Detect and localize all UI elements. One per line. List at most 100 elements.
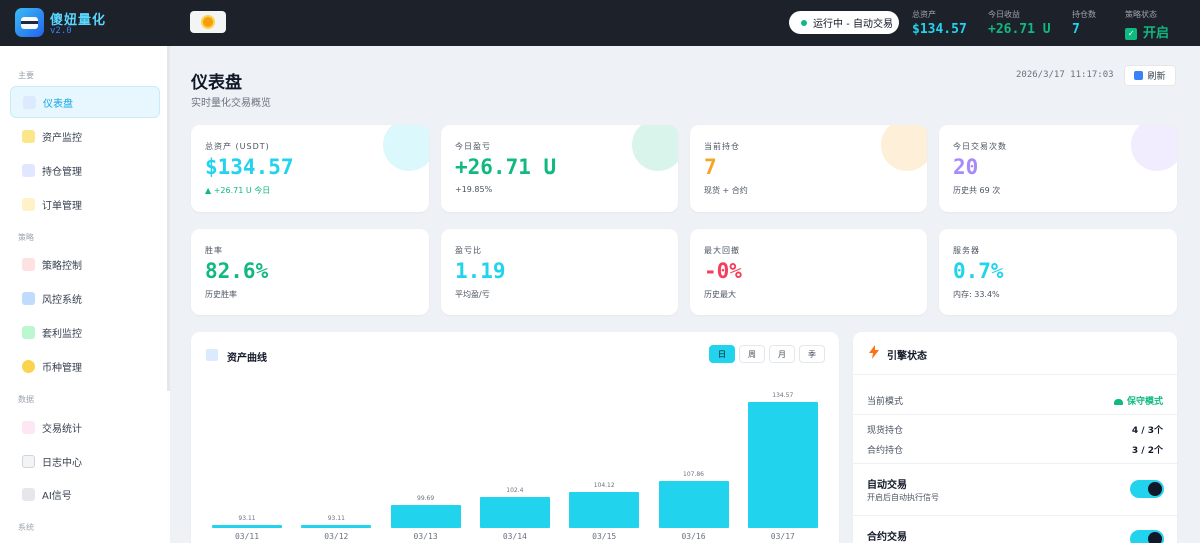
clipboard-icon (22, 197, 35, 211)
stat-today-profit: 今日收益 +26.71 U (988, 10, 1051, 37)
bar-chart-icon (23, 95, 36, 109)
sidebar-item-arbitrage[interactable]: 套利监控 (10, 316, 160, 348)
sidebar-item-dashboard[interactable]: 仪表盘 (10, 86, 160, 118)
sidebar-item-strategy-control[interactable]: 策略控制 (10, 248, 160, 280)
top-bar: 傻妞量化 v2.0 运行中 - 自动交易 总资产 $134.57 今日收益 +2… (0, 0, 1200, 46)
stat-positions: 持仓数 7 (1072, 10, 1096, 37)
total-assets-value: $134.57 (205, 155, 294, 179)
chart-bar (658, 481, 729, 528)
card-trade-count: 今日交易次数 20 历史共 69 次 (939, 125, 1177, 212)
contract-label: 合约持仓 (867, 446, 904, 456)
sidebar: 主要 仪表盘 资产监控 持仓管理 订单管理 策略 策略控制 风控系统 套利监控 … (0, 46, 170, 543)
section-title-data: 数据 (18, 395, 34, 404)
x-tick-label: 03/16 (681, 532, 706, 541)
refresh-button[interactable]: 刷新 (1124, 65, 1176, 86)
profit-ratio-value: 1.19 (455, 259, 506, 283)
x-tick-label: 03/17 (770, 532, 795, 541)
theme-toggle-button[interactable] (190, 11, 226, 33)
sun-icon (203, 17, 213, 27)
asset-curve-title: 资产曲线 (227, 353, 267, 364)
auto-trade-toggle[interactable] (1130, 480, 1164, 498)
chart-icon (22, 325, 35, 339)
x-tick-label: 03/14 (502, 532, 527, 541)
sidebar-item-logs[interactable]: 日志中心 (10, 445, 160, 477)
range-selector: 日 周 月 季 (709, 345, 825, 363)
max-drawdown-value: -0% (704, 259, 742, 283)
bar-value-label: 107.86 (683, 471, 704, 479)
mode-value: 保守模式 (1113, 394, 1163, 407)
document-icon (22, 454, 35, 468)
auto-trade-title: 自动交易 (867, 480, 907, 491)
sidebar-item-ai-signal[interactable]: AI信号 (10, 478, 160, 510)
stat-total-assets: 总资产 $134.57 (912, 10, 967, 37)
app-title: 傻妞量化 (50, 13, 107, 28)
positions-value: 7 (704, 155, 717, 179)
trend-chart-icon (22, 163, 35, 177)
today-pnl-value: +26.71 U (455, 155, 557, 179)
range-day-button[interactable]: 日 (709, 345, 735, 363)
x-tick-label: 03/15 (592, 532, 617, 541)
card-max-drawdown: 最大回撤 -0% 历史最大 (690, 229, 927, 315)
down-trend-icon (22, 420, 35, 434)
range-quarter-button[interactable]: 季 (799, 345, 825, 363)
chart-bar (479, 497, 550, 528)
chart-bar (569, 492, 640, 528)
check-icon: ✓ (1125, 27, 1137, 40)
contract-value: 3 / 2个 (1131, 446, 1163, 456)
bar-value-label: 93.11 (238, 514, 256, 522)
stat-strategy-status: 策略状态 ✓ 开启 (1125, 10, 1170, 41)
target-icon (22, 257, 35, 271)
sidebar-item-coins[interactable]: 币种管理 (10, 350, 160, 382)
sidebar-item-orders[interactable]: 订单管理 (10, 188, 160, 220)
sidebar-item-positions[interactable]: 持仓管理 (10, 154, 160, 186)
range-week-button[interactable]: 周 (739, 345, 765, 363)
cloud-icon (1113, 398, 1123, 405)
contract-trade-title: 合约交易 (867, 532, 907, 543)
section-title-system: 系统 (18, 523, 34, 532)
trade-count-value: 20 (953, 155, 979, 179)
contract-trade-toggle[interactable] (1130, 530, 1164, 543)
page-subtitle: 实时量化交易概览 (191, 98, 271, 109)
bar-value-label: 93.11 (327, 514, 345, 522)
win-rate-value: 82.6% (205, 259, 269, 283)
range-month-button[interactable]: 月 (769, 345, 795, 363)
engine-title: 引擎状态 (887, 351, 927, 362)
sidebar-scrollbar[interactable] (167, 46, 170, 391)
x-tick-label: 03/11 (234, 532, 260, 541)
robot-icon (22, 487, 35, 501)
app-logo-icon (15, 8, 44, 37)
chart-bar (212, 524, 282, 528)
bar-value-label: 104.12 (593, 482, 615, 490)
money-bag-icon (22, 129, 35, 143)
card-server: 服务器 0.7% 内存: 33.4% (939, 229, 1177, 315)
current-datetime: 2026/3/17 11:17:03 (1016, 70, 1114, 80)
chart-bar (301, 524, 372, 528)
card-win-rate: 胜率 82.6% 历史胜率 (191, 229, 429, 315)
card-positions: 当前持仓 7 现货 + 合约 (690, 125, 927, 212)
bar-value-label: 134.57 (772, 392, 794, 400)
section-title-strategy: 策略 (18, 233, 34, 242)
asset-curve-panel: 资产曲线 日 周 月 季 93.11 03/11 93.11 03/12 99.69 03… (191, 332, 839, 543)
sidebar-item-risk-control[interactable]: 风控系统 (10, 282, 160, 314)
spot-label: 现货持仓 (867, 426, 904, 436)
run-status-pill[interactable]: 运行中 - 自动交易 (789, 11, 899, 34)
status-dot-icon (801, 19, 807, 26)
page-title: 仪表盘 (191, 73, 242, 93)
sidebar-item-assets[interactable]: 资产监控 (10, 120, 160, 152)
bar-value-label: 99.69 (417, 495, 435, 503)
asset-bar-chart: 93.11 03/11 93.11 03/12 99.69 03/13 102.4 03/14… (191, 372, 839, 543)
coin-icon (22, 359, 35, 373)
auto-trade-desc: 开启后自动执行信号 (867, 493, 939, 502)
section-title-main: 主要 (18, 71, 34, 80)
lightning-icon (869, 345, 879, 359)
line-chart-icon (206, 349, 218, 361)
server-value: 0.7% (953, 259, 1004, 283)
spot-value: 4 / 3个 (1131, 426, 1163, 436)
chart-bar (390, 505, 461, 528)
mode-label: 当前模式 (867, 397, 904, 407)
card-total-assets: 总资产 (USDT) $134.57 ▲ +26.71 U 今日 (191, 125, 429, 212)
x-tick-label: 03/13 (413, 532, 438, 541)
card-profit-ratio: 盈亏比 1.19 平均盈/亏 (441, 229, 678, 315)
card-today-pnl: 今日盈亏 +26.71 U +19.85% (441, 125, 678, 212)
sidebar-item-trade-stats[interactable]: 交易统计 (10, 411, 160, 443)
